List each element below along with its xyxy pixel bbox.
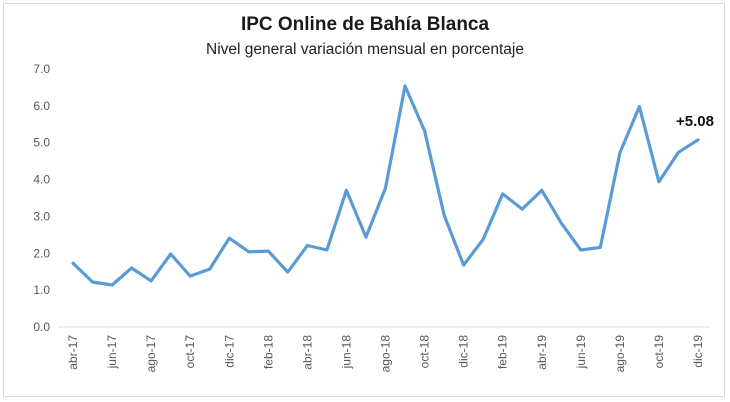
y-tick-label: 0.0: [33, 320, 50, 334]
data-point: [501, 192, 505, 196]
data-point: [423, 129, 427, 133]
y-tick-label: 3.0: [33, 209, 50, 223]
data-point: [579, 248, 583, 252]
x-tick-label: dic-18: [457, 335, 471, 368]
data-point: [149, 279, 153, 283]
data-point: [344, 188, 348, 192]
data-point: [403, 84, 407, 88]
x-tick-label: ago-17: [144, 335, 158, 373]
data-point: [169, 252, 173, 256]
x-tick-label: oct-18: [418, 335, 432, 369]
chart-frame: [3, 3, 725, 397]
y-axis-ticks: 0.0 1.0 2.0 3.0 4.0 5.0 6.0 7.0: [33, 62, 50, 334]
chart-title: IPC Online de Bahía Blanca: [240, 14, 490, 35]
data-point: [618, 151, 622, 155]
data-point: [637, 105, 641, 109]
x-tick-label: oct-19: [652, 335, 666, 369]
last-value-label: +5.08: [676, 113, 714, 130]
data-point: [208, 267, 212, 271]
data-point: [696, 138, 700, 142]
x-tick-label: abr-19: [535, 335, 549, 370]
x-tick-label: jun-17: [105, 335, 119, 370]
x-tick-label: abr-17: [66, 335, 80, 370]
x-tick-label: abr-18: [300, 335, 314, 370]
y-tick-label: 2.0: [33, 246, 50, 260]
x-tick-label: oct-17: [183, 335, 197, 369]
x-tick-label: jun-18: [339, 335, 353, 370]
data-point: [384, 186, 388, 190]
data-point: [657, 180, 661, 184]
data-point: [286, 270, 290, 274]
data-point: [266, 249, 270, 253]
y-tick-label: 1.0: [33, 283, 50, 297]
y-tick-label: 6.0: [33, 99, 50, 113]
y-tick-label: 5.0: [33, 136, 50, 150]
y-tick-label: 4.0: [33, 173, 50, 187]
data-point: [305, 244, 309, 248]
data-point: [462, 263, 466, 267]
data-point: [247, 250, 251, 254]
x-tick-label: dic-17: [222, 335, 236, 368]
data-point: [71, 261, 75, 265]
data-point: [325, 248, 329, 252]
chart-subtitle: Nivel general variación mensual en porce…: [206, 41, 524, 58]
x-tick-label: dic-19: [691, 335, 705, 368]
data-point: [559, 221, 563, 225]
data-point: [130, 266, 134, 270]
data-point: [364, 235, 368, 239]
y-tick-label: 7.0: [33, 62, 50, 76]
data-point: [188, 274, 192, 278]
x-tick-label: feb-18: [261, 335, 275, 369]
data-point: [677, 150, 681, 154]
data-point: [598, 245, 602, 249]
data-point: [91, 280, 95, 284]
data-point: [227, 236, 231, 240]
data-point: [481, 237, 485, 241]
data-point: [110, 283, 114, 287]
series-line: [71, 84, 700, 287]
x-tick-label: jun-19: [574, 335, 588, 370]
data-point: [540, 188, 544, 192]
x-tick-label: ago-18: [379, 335, 393, 373]
data-point: [442, 213, 446, 217]
x-axis-ticks: abr-17 jun-17 ago-17 oct-17 dic-17 feb-18 abr-…: [66, 335, 705, 373]
x-tick-label: feb-19: [496, 335, 510, 369]
data-point: [520, 207, 524, 211]
x-tick-label: ago-19: [613, 335, 627, 373]
